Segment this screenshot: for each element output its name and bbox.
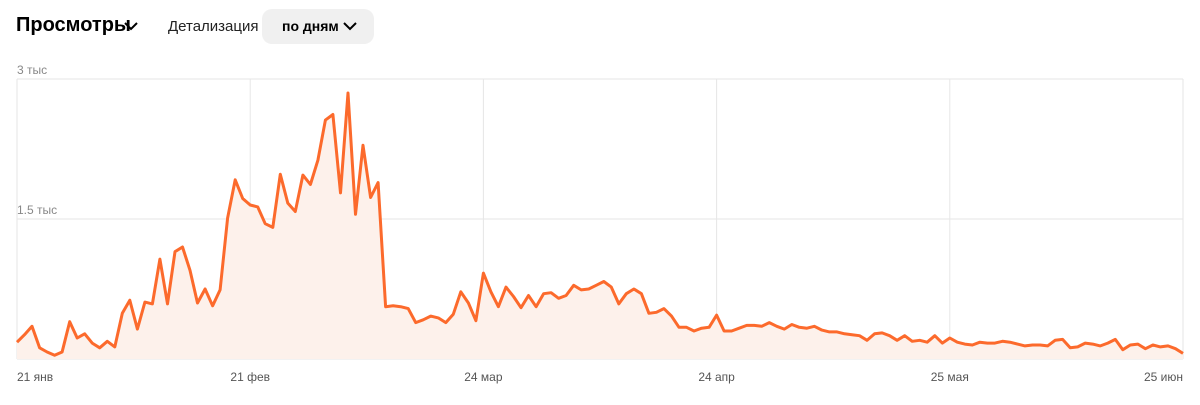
header: Просмотры Детализация по дням	[0, 0, 1200, 56]
x-tick-label: 21 янв	[17, 370, 53, 384]
x-tick-label: 24 апр	[698, 370, 735, 384]
detail-label: Детализация	[168, 18, 259, 35]
y-tick-label: 3 тыс	[17, 63, 47, 77]
x-tick-label: 25 июн	[1144, 370, 1183, 384]
x-tick-label: 25 мая	[931, 370, 969, 384]
chevron[interactable]	[123, 20, 139, 32]
period-button-label: по дням	[282, 18, 339, 34]
y-tick-label: 1.5 тыс	[17, 203, 57, 217]
line	[15, 91, 1184, 357]
area	[17, 93, 1183, 359]
chevron	[343, 22, 357, 31]
x-tick-label: 21 фев	[230, 370, 270, 384]
metric-title[interactable]: Просмотры	[16, 14, 132, 36]
x-tick-label: 24 мар	[464, 370, 503, 384]
period-button[interactable]: по дням	[262, 9, 374, 44]
